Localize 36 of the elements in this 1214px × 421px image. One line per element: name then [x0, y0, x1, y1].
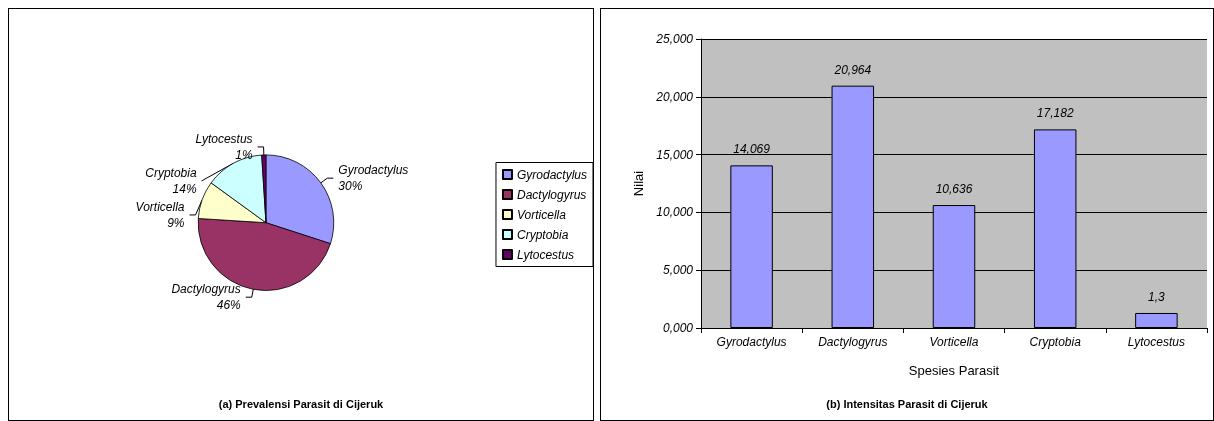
- x-tick-label: Lytocestus: [1127, 335, 1185, 349]
- data-label: 14%: [172, 181, 197, 196]
- legend-label: Lytocestus: [516, 247, 575, 262]
- x-axis-title: Spesies Parasit: [908, 363, 1000, 378]
- y-tick-label: 10,000: [656, 205, 694, 220]
- slice-label: Gyrodactylus: [338, 163, 409, 178]
- data-label: 9%: [167, 215, 185, 230]
- legend-label: Dactylogyrus: [516, 187, 587, 202]
- x-tick-label: Dactylogyrus: [818, 335, 888, 349]
- data-label: 30%: [338, 179, 363, 194]
- text: (b) Intensitas Parasit di Cijeruk: [826, 397, 989, 410]
- y-axis-title: Nilai: [631, 170, 647, 197]
- x-tick-label: Cryptobia: [1029, 335, 1082, 349]
- slice-label: Cryptobia: [145, 165, 197, 180]
- slice-label: Lytocestus: [195, 131, 253, 146]
- data-label: 20,964: [833, 62, 872, 77]
- y-tick-label: 0,000: [662, 321, 694, 335]
- slice-label: Vorticella: [135, 199, 185, 214]
- data-label: 10,636: [935, 182, 973, 197]
- y-tick-label: 15,000: [656, 147, 694, 162]
- data-label: 17,182: [1036, 106, 1074, 121]
- data-label: 1%: [235, 147, 253, 162]
- legend-label: Cryptobia: [516, 227, 569, 242]
- text: (a) Prevalensi Parasit di Cijeruk: [218, 397, 385, 410]
- y-tick-label: 25,000: [655, 32, 694, 46]
- y-tick-label: 20,000: [655, 89, 694, 104]
- bar: [1135, 312, 1178, 328]
- slice-label: Dactylogyrus: [171, 282, 241, 297]
- x-tick-label: Vorticella: [929, 335, 979, 349]
- data-label: 1,3: [1148, 289, 1166, 304]
- legend-label: Vorticella: [516, 207, 567, 222]
- data-label: 14,069: [733, 142, 771, 157]
- data-label: 46%: [216, 298, 242, 313]
- x-tick-label: Gyrodactylus: [716, 335, 787, 349]
- y-tick-label: 5,000: [662, 263, 694, 278]
- legend-label: Gyrodactylus: [516, 167, 588, 182]
